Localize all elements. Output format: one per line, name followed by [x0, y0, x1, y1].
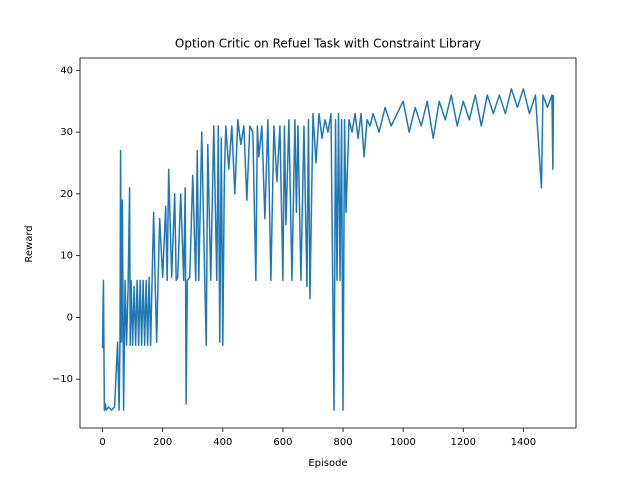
- y-axis-label: Reward: [24, 225, 35, 262]
- y-tick-label: 0: [67, 312, 73, 323]
- x-tick-label: 1200: [451, 437, 476, 448]
- y-tick-label: −10: [52, 374, 73, 385]
- x-tick-label: 600: [273, 437, 292, 448]
- x-tick-label: 400: [213, 437, 232, 448]
- x-tick-label: 200: [153, 437, 172, 448]
- chart-title: Option Critic on Refuel Task with Constr…: [175, 37, 481, 51]
- x-tick-label: 1000: [390, 437, 415, 448]
- axes-frame: [79, 57, 577, 429]
- x-tick-label: 800: [333, 437, 352, 448]
- x-tick-label: 0: [99, 437, 105, 448]
- y-tick-label: 20: [60, 189, 73, 200]
- y-tick-label: 10: [60, 251, 73, 262]
- y-tick-label: 40: [60, 65, 73, 76]
- y-tick-label: 30: [60, 127, 73, 138]
- x-axis-label: Episode: [308, 458, 347, 469]
- data-line: [101, 88, 555, 411]
- x-tick-label: 1400: [511, 437, 536, 448]
